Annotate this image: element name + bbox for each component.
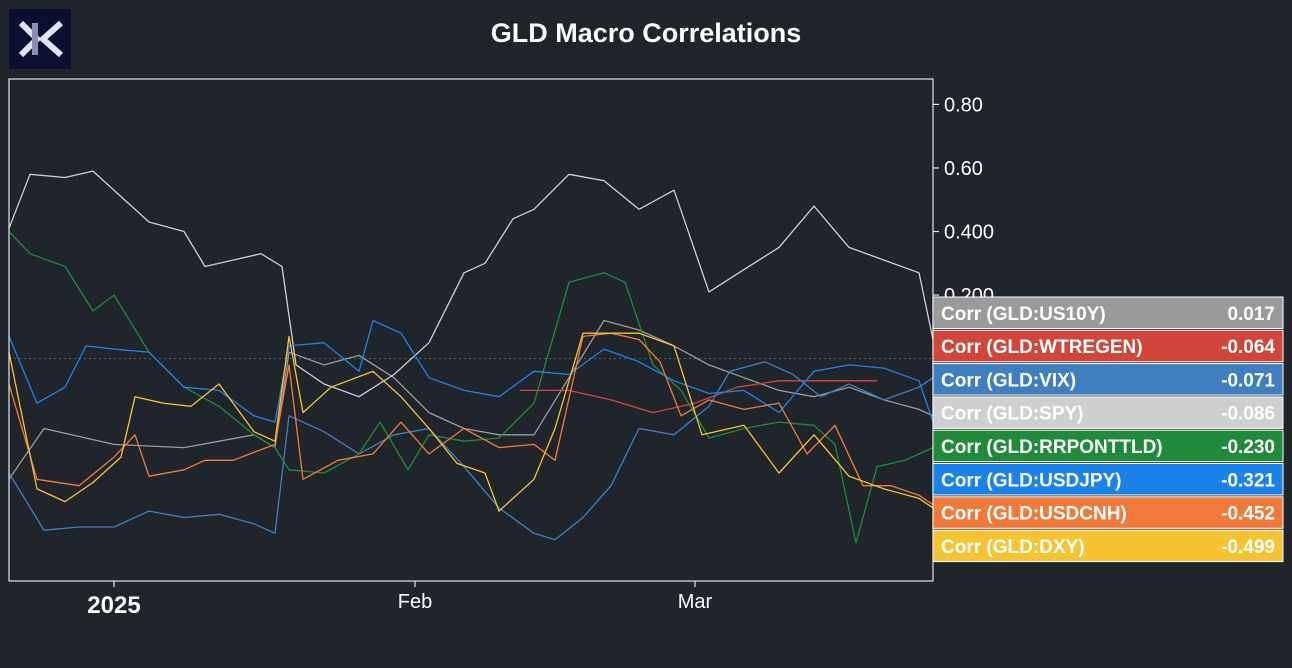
legend-value: -0.499 bbox=[1221, 537, 1275, 558]
legend-label: Corr (GLD:DXY) bbox=[941, 537, 1085, 558]
legend-value: 0.017 bbox=[1227, 304, 1275, 325]
legend-swatch bbox=[932, 496, 1284, 529]
legend-swatch bbox=[932, 429, 1284, 463]
legend-value: -0.230 bbox=[1221, 437, 1275, 458]
legend-value: -0.086 bbox=[1221, 404, 1275, 425]
legend-swatch bbox=[932, 329, 1284, 363]
legend-value: -0.064 bbox=[1221, 337, 1275, 358]
series-line-1 bbox=[520, 380, 877, 414]
legend-entry: Corr (GLD:USDCNH) -0.452 bbox=[932, 496, 1284, 529]
legend-label: Corr (GLD:RRPONTTLD) bbox=[941, 437, 1163, 458]
legend-label: Corr (GLD:US10Y) bbox=[941, 304, 1106, 325]
y-tick-label: 0.80 bbox=[944, 94, 983, 116]
legend-swatch bbox=[932, 363, 1284, 396]
legend-value: -0.452 bbox=[1221, 504, 1275, 525]
series-line-5 bbox=[8, 319, 934, 423]
plot-frame bbox=[8, 78, 934, 582]
legend-entry: Corr (GLD:RRPONTTLD) -0.230 bbox=[932, 429, 1284, 463]
legend-label: Corr (GLD:USDCNH) bbox=[941, 504, 1127, 525]
legend-entry: Corr (GLD:DXY) -0.499 bbox=[932, 529, 1284, 563]
x-tick-label: Feb bbox=[398, 591, 432, 613]
legend-value: -0.071 bbox=[1221, 370, 1275, 391]
x-tick-label: Mar bbox=[678, 591, 713, 613]
legend-entry: Corr (GLD:USDJPY) -0.321 bbox=[932, 463, 1284, 496]
series-line-2 bbox=[8, 361, 934, 541]
chart-title: GLD Macro Correlations bbox=[490, 18, 802, 48]
legend-entry: Corr (GLD:SPY) -0.086 bbox=[932, 396, 1284, 429]
series-line-7 bbox=[8, 332, 934, 512]
legend-swatch bbox=[932, 463, 1284, 496]
y-tick-label: 0.60 bbox=[944, 158, 983, 180]
legend-swatch bbox=[932, 529, 1284, 563]
series-line-6 bbox=[8, 332, 934, 506]
legend-entry: Corr (GLD:VIX) -0.071 bbox=[932, 363, 1284, 396]
legend-label: Corr (GLD:USDJPY) bbox=[941, 470, 1122, 491]
x-tick-label: 2025 bbox=[87, 592, 140, 619]
y-tick-label: 0.400 bbox=[944, 222, 994, 244]
legend-entry: Corr (GLD:US10Y) 0.017 bbox=[932, 296, 1284, 329]
legend-label: Corr (GLD:WTREGEN) bbox=[941, 337, 1143, 358]
legend-swatch bbox=[932, 296, 1284, 329]
legend-value: -0.321 bbox=[1221, 470, 1275, 491]
series-line-4 bbox=[8, 231, 934, 544]
legend: Corr (GLD:US10Y) 0.017 Corr (GLD:WTREGEN) -… bbox=[932, 296, 1284, 563]
legend-entry: Corr (GLD:WTREGEN) -0.064 bbox=[932, 329, 1284, 363]
xk-logo-icon bbox=[9, 9, 71, 69]
plot-area bbox=[8, 170, 934, 544]
legend-label: Corr (GLD:SPY) bbox=[941, 404, 1084, 425]
series-line-3 bbox=[8, 170, 934, 398]
legend-swatch bbox=[932, 396, 1284, 429]
legend-label: Corr (GLD:VIX) bbox=[941, 370, 1076, 391]
